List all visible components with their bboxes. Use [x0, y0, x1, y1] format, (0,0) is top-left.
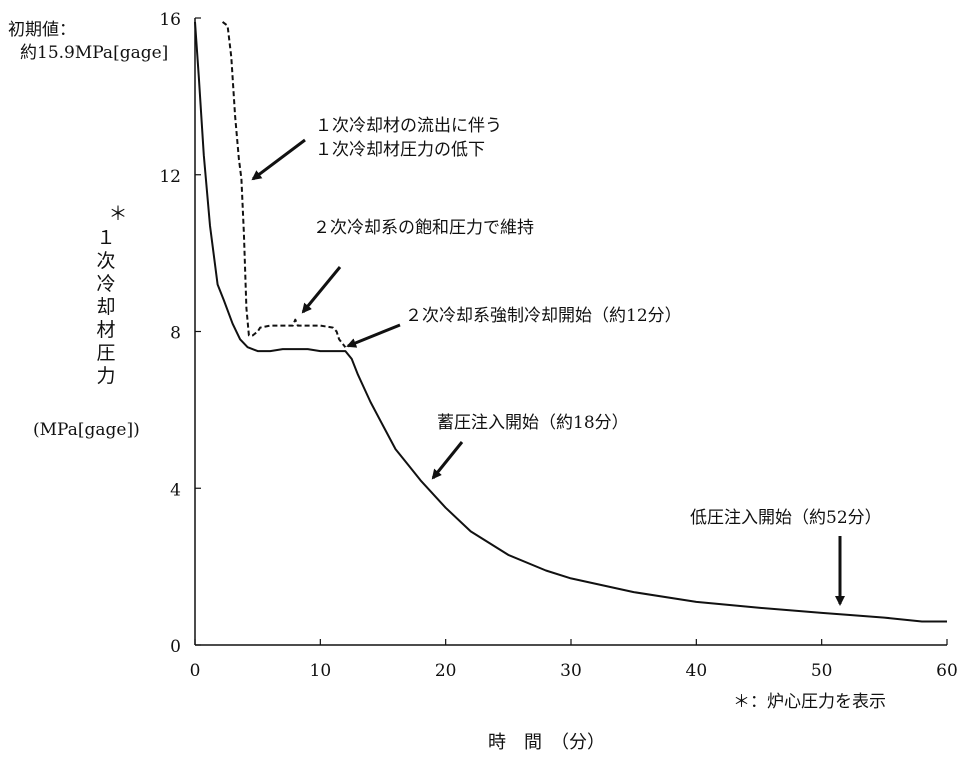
saturation-annotation: ２次冷却系の飽和圧力で維持	[313, 218, 534, 238]
x-tick-label: 30	[560, 661, 582, 681]
arrow-accumulator	[431, 441, 464, 480]
y-axis-title-char: １	[96, 227, 116, 249]
accumulator-annotation: 蓄圧注入開始（約18分）	[437, 413, 629, 433]
y-axis-unit: (MPa[gage])	[33, 420, 140, 440]
x-tick-label: 60	[936, 661, 958, 681]
y-axis-title-char: 力	[96, 365, 116, 387]
axes	[194, 18, 947, 646]
x-tick-label: 50	[811, 661, 833, 681]
series-line-dashed	[221, 21, 347, 348]
flow-out-annotation-line1: １次冷却材の流出に伴う	[315, 116, 502, 136]
y-axis-star: ＊	[108, 203, 128, 225]
series-lines	[194, 21, 947, 623]
arrow-flow-out	[251, 138, 306, 181]
y-tick-label: 12	[159, 167, 181, 187]
y-axis-title-char: 材	[96, 319, 116, 341]
x-tick-label: 40	[686, 661, 708, 681]
footnote: ＊：炉心圧力を表示	[733, 692, 886, 712]
y-axis-title-char: 冷	[96, 273, 116, 295]
y-tick-label: 16	[159, 10, 181, 30]
y-axis-title-char: 圧	[96, 342, 116, 364]
y-axis-title-char: 却	[96, 296, 116, 318]
initial-value-label: 初期値：	[8, 20, 76, 40]
initial-value-amount: 約15.9MPa[gage]	[20, 43, 169, 63]
x-axis-title: 時 間 （分）	[488, 732, 605, 753]
y-tick-label: 8	[170, 324, 181, 344]
x-tick-label: 10	[310, 661, 332, 681]
flow-out-annotation-line2: １次冷却材圧力の低下	[315, 140, 485, 160]
annotation-arrows	[251, 138, 845, 606]
series-line-solid	[194, 21, 947, 623]
x-tick-label: 0	[190, 661, 201, 681]
forced-cooling-annotation: ２次冷却系強制冷却開始（約12分）	[405, 306, 682, 326]
y-tick-label: 0	[170, 637, 181, 657]
arrow-saturation	[301, 266, 342, 314]
x-tick-label: 20	[435, 661, 457, 681]
arrow-forced-cooling	[346, 323, 401, 348]
low-pressure-annotation: 低圧注入開始（約52分）	[690, 508, 882, 528]
y-axis-title-char: 次	[96, 250, 116, 272]
ticks: 0 10 20 30 40 50 60 0 4 8 12 16	[159, 10, 957, 681]
y-tick-label: 4	[170, 480, 181, 500]
